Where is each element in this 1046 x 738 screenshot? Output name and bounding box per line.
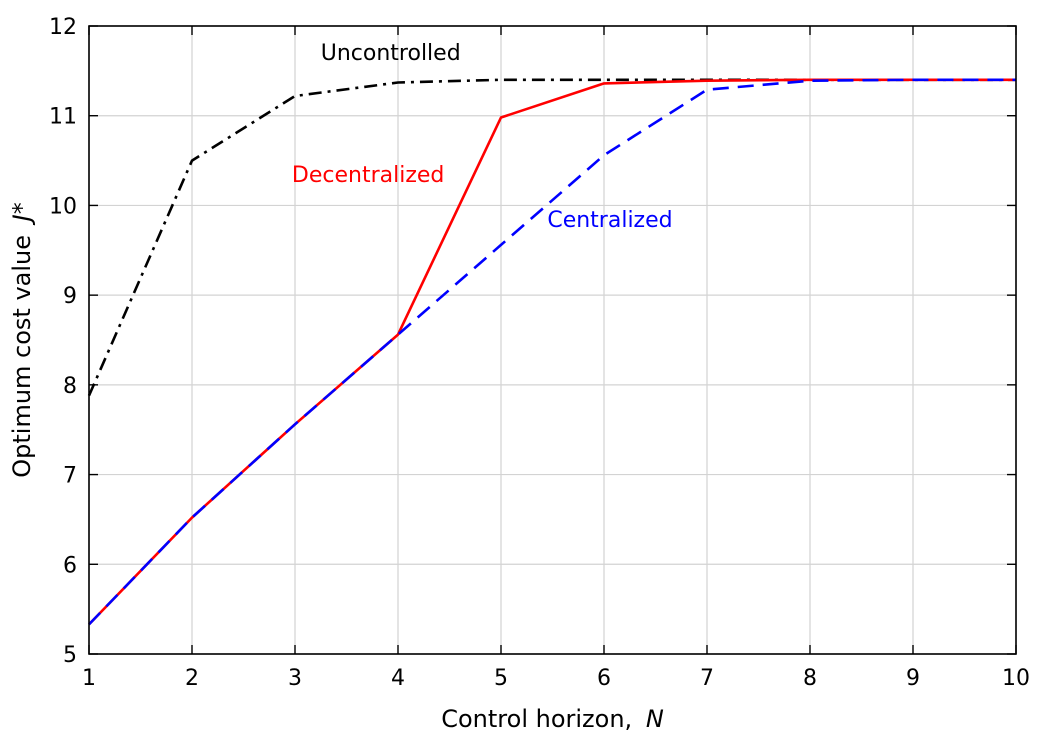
y-tick-label: 6 (63, 553, 77, 578)
series-line-centralized (88, 78, 1016, 626)
x-tick-label: 7 (700, 666, 714, 691)
x-tick-label: 2 (185, 666, 199, 691)
series-annotations: Uncontrolled Decentralized Centralized (292, 41, 673, 233)
series-line-decentralized (88, 78, 1016, 626)
annotation-centralized: Centralized (547, 208, 672, 233)
x-tick-label: 8 (803, 666, 817, 691)
y-tick-label: 11 (49, 105, 77, 130)
x-tick-label: 9 (906, 666, 920, 691)
y-axis-label-text: Optimum cost value (8, 235, 36, 478)
y-tick-label: 12 (49, 15, 77, 40)
x-tick-labels: 1 2 3 4 5 6 7 8 9 10 (82, 666, 1030, 691)
y-tick-label: 10 (49, 194, 77, 219)
x-tick-label: 4 (391, 666, 405, 691)
x-tick-label: 3 (288, 666, 302, 691)
x-axis-label-symbol: N (646, 705, 664, 733)
plot-frame (88, 25, 1017, 655)
y-axis-label-symbol: J* (8, 202, 36, 225)
x-tick-label: 1 (82, 666, 96, 691)
x-tick-label: 10 (1002, 666, 1030, 691)
y-tick-label: 5 (63, 643, 77, 668)
x-tick-label: 6 (597, 666, 611, 691)
y-axis-label: Optimum cost value J* (8, 202, 36, 478)
annotation-decentralized: Decentralized (292, 163, 444, 188)
annotation-uncontrolled: Uncontrolled (321, 41, 461, 66)
series-layer (87, 78, 1016, 626)
y-tick-label: 9 (63, 284, 77, 309)
x-axis-label: Control horizon, N (441, 705, 664, 733)
y-tick-labels: 5 6 7 8 9 10 11 12 (49, 15, 77, 668)
y-tick-label: 8 (63, 374, 77, 399)
y-tick-label: 7 (63, 464, 77, 489)
tick-marks (88, 25, 1017, 655)
x-axis-label-text: Control horizon, (441, 705, 632, 733)
x-tick-label: 5 (494, 666, 508, 691)
